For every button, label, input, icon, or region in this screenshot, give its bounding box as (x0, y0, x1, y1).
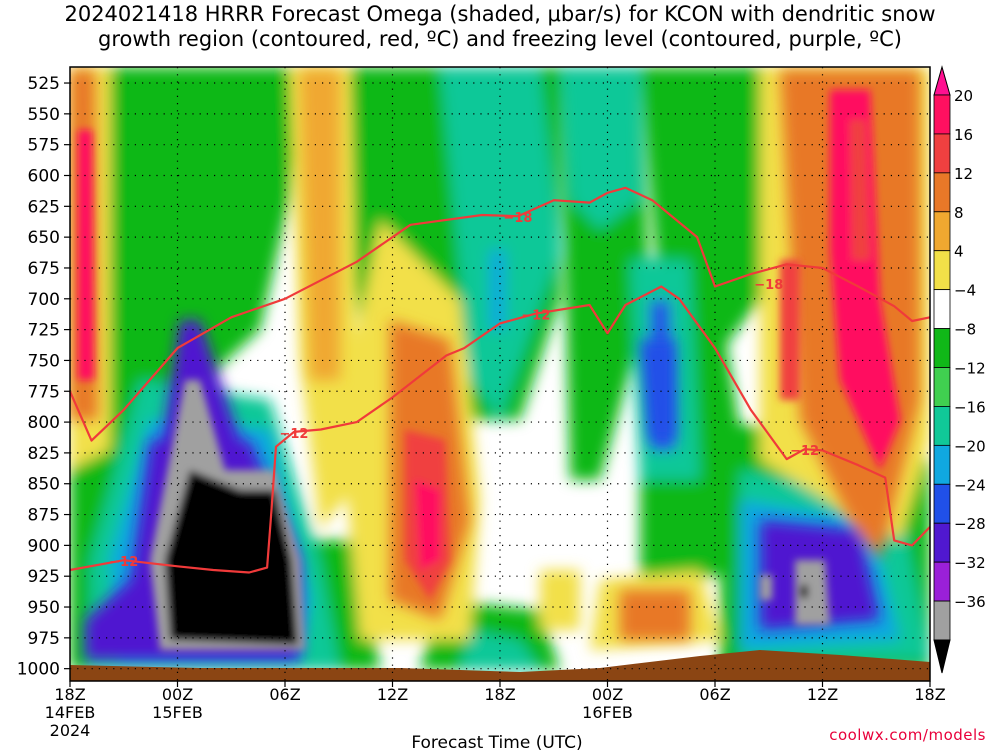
x-tick-label: 00Z (162, 685, 193, 704)
colorbar-label: 16 (954, 126, 973, 144)
credit-text: coolwx.com/models (829, 726, 986, 744)
y-tick-label: 700 (28, 290, 60, 310)
contour-line (69, 285, 931, 574)
colorbar: 20 16 12 8 4 −4 −8 −12 −16 −20 −24 −28 −32 −36 (933, 65, 986, 674)
chart-title-line1: 2024021418 HRRR Forecast Omega (shaded, … (64, 2, 936, 26)
x-tick-label: 06Z (699, 685, 730, 704)
colorbar-segment (933, 406, 951, 446)
contour-label: −12 (109, 555, 138, 570)
contour-label: −12 (521, 309, 550, 324)
y-tick-label: 1000 (17, 660, 60, 680)
colorbar-label: −8 (954, 321, 976, 339)
colorbar-segment (933, 328, 951, 368)
colorbar-label: −28 (954, 515, 986, 533)
contour-label: −18 (754, 278, 783, 293)
y-tick-label: 775 (28, 382, 60, 402)
colorbar-label: −32 (954, 554, 986, 572)
colorbar-label: −12 (954, 360, 986, 378)
y-tick-label: 800 (28, 413, 60, 433)
colorbar-segment (933, 600, 951, 641)
y-tick-label: 575 (28, 136, 60, 156)
colorbar-segment (933, 133, 951, 174)
y-tick-label: 750 (28, 351, 60, 371)
colorbar-segment (933, 250, 951, 291)
x-axis-label: Forecast Time (UTC) (411, 733, 582, 750)
colorbar-segment (933, 522, 951, 563)
x-tick-label: 12Z (807, 685, 838, 704)
y-axis: 525 550 575 600 625 650 675 700 725 750 775 800 825 8… (17, 74, 70, 680)
colorbar-label: −16 (954, 398, 986, 416)
x-tick-label: 12Z (377, 685, 408, 704)
y-tick-label: 850 (28, 475, 60, 495)
y-tick-label: 625 (28, 197, 60, 217)
colorbar-label: 4 (954, 243, 964, 261)
contour-line (68, 186, 931, 442)
y-tick-label: 650 (28, 228, 60, 248)
y-tick-label: 950 (28, 598, 60, 618)
y-tick-label: 550 (28, 105, 60, 125)
x-tick-label: 06Z (269, 685, 300, 704)
x-tick-label: 00Z (592, 685, 623, 704)
contour-label: −12 (279, 427, 308, 442)
x-tick-date: 15FEB (152, 703, 203, 722)
colorbar-label: 12 (954, 165, 973, 183)
colorbar-label: −36 (954, 593, 986, 611)
chart-title: 2024021418 HRRR Forecast Omega (shaded, … (0, 2, 1000, 52)
colorbar-top-triangle (933, 65, 951, 96)
colorbar-segment (933, 561, 951, 602)
x-tick-year: 2024 (50, 721, 91, 740)
colorbar-label: 8 (954, 204, 964, 222)
x-tick-label: 18Z (54, 685, 85, 704)
colorbar-label: 20 (954, 87, 973, 105)
chart-title-line2: growth region (contoured, red, ºC) and f… (98, 27, 902, 51)
x-tick-date: 16FEB (582, 703, 633, 722)
y-tick-label: 875 (28, 506, 60, 526)
colorbar-label: −24 (954, 476, 986, 494)
x-tick-date: 14FEB (45, 703, 96, 722)
colorbar-label: −4 (954, 282, 976, 300)
dgz-contours: −18 −18 −12 −12 −12 −12 (68, 186, 931, 574)
y-tick-label: 525 (28, 74, 60, 94)
contour-label: −18 (503, 211, 532, 226)
y-tick-label: 975 (28, 629, 60, 649)
contour-label: −12 (790, 444, 819, 459)
colorbar-segment (933, 483, 951, 524)
y-tick-label: 725 (28, 321, 60, 341)
y-tick-label: 900 (28, 536, 60, 556)
y-tick-label: 925 (28, 567, 60, 587)
y-tick-label: 600 (28, 166, 60, 186)
colorbar-segment (933, 444, 951, 485)
x-tick-label: 18Z (484, 685, 515, 704)
colorbar-bottom-triangle (933, 639, 951, 674)
colorbar-segment (933, 367, 951, 407)
x-tick-label: 18Z (914, 685, 945, 704)
colorbar-segment (933, 172, 951, 213)
colorbar-segment (933, 211, 951, 252)
y-tick-label: 675 (28, 259, 60, 279)
colorbar-label: −20 (954, 437, 986, 455)
colorbar-segment (933, 289, 951, 329)
omega-shading (70, 67, 930, 681)
grid-lines (70, 67, 930, 681)
y-tick-label: 825 (28, 444, 60, 464)
colorbar-segment (933, 94, 951, 135)
